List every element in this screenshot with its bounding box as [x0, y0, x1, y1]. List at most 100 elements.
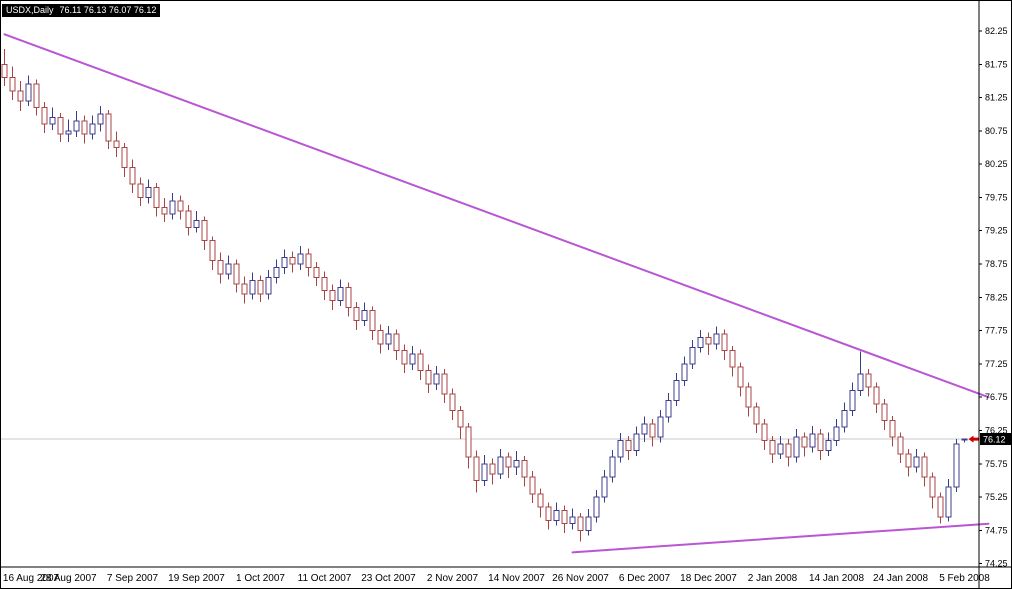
candle-body: [657, 416, 664, 438]
candle-body: [377, 330, 384, 345]
price-axis-label: 78.25: [985, 292, 1008, 302]
candle-body: [809, 433, 816, 448]
candle-body: [417, 353, 424, 372]
candle-body: [137, 183, 144, 198]
candle-body: [897, 436, 904, 455]
candle-body: [65, 130, 72, 135]
candle-body: [761, 423, 768, 441]
candle-body: [833, 426, 840, 441]
candle-body: [513, 459, 520, 468]
candle-body: [369, 310, 376, 332]
candle-body: [273, 266, 280, 278]
arrow-marker-icon[interactable]: [968, 435, 979, 443]
candle-body: [921, 456, 928, 478]
date-axis-label: 18 Dec 2007: [680, 573, 737, 584]
candle-body: [961, 438, 968, 441]
candle-body: [441, 373, 448, 395]
candle-body: [161, 206, 168, 215]
date-axis-label: 19 Sep 2007: [168, 573, 225, 584]
date-axis-label: 14 Nov 2007: [488, 573, 545, 584]
date-axis-label: 5 Feb 2008: [939, 573, 990, 584]
candle-body: [601, 476, 608, 498]
candle-body: [825, 439, 832, 451]
candle-body: [177, 200, 184, 212]
candle-body: [217, 260, 224, 275]
candle-body: [265, 276, 272, 295]
candle-body: [401, 350, 408, 365]
candle-body: [873, 386, 880, 405]
candle-body: [545, 506, 552, 521]
candle-body: [569, 516, 576, 525]
price-axis-label: 79.25: [985, 226, 1008, 236]
candle-body: [777, 443, 784, 455]
price-axis-label: 76.75: [985, 392, 1008, 402]
candle-body: [145, 186, 152, 198]
candle-body: [233, 263, 240, 285]
candle-body: [489, 463, 496, 475]
candle-body: [113, 140, 120, 148]
current-price-marker: [980, 433, 1011, 446]
date-axis-label: 7 Sep 2007: [107, 573, 159, 584]
chart-symbol-period: USDX,Daily: [6, 5, 54, 15]
candle-body: [241, 283, 248, 295]
candle-body: [889, 420, 896, 438]
candle-body: [49, 117, 56, 125]
candle-body: [937, 496, 944, 518]
trendline[interactable]: [3, 33, 990, 399]
date-axis-label: 2 Nov 2007: [427, 573, 479, 584]
candle-body: [409, 353, 416, 365]
candle-body: [641, 423, 648, 435]
candle-body: [537, 493, 544, 508]
candle-body: [57, 117, 64, 135]
date-axis-label: 11 Oct 2007: [298, 573, 352, 584]
candle-body: [593, 496, 600, 518]
candle-body: [121, 146, 128, 168]
candle-body: [737, 366, 744, 388]
price-axis-label: 77.25: [985, 359, 1008, 369]
candle-body: [329, 290, 336, 302]
candle-body: [793, 436, 800, 458]
candle-body: [553, 509, 560, 521]
candle-body: [705, 336, 712, 345]
candle-body: [585, 516, 592, 531]
price-axis-label: 81.25: [985, 93, 1008, 103]
candle-body: [209, 240, 216, 262]
candle-body: [345, 286, 352, 308]
price-axis-label: 80.25: [985, 159, 1008, 169]
trendline[interactable]: [571, 522, 990, 554]
candle-body: [881, 403, 888, 422]
candle-body: [689, 346, 696, 365]
candle-body: [89, 123, 96, 135]
candle-body: [633, 433, 640, 451]
candle-body: [201, 220, 208, 242]
candle-body: [785, 443, 792, 458]
candle-body: [449, 393, 456, 412]
candle-body: [73, 120, 80, 132]
price-axis-label: 81.75: [985, 59, 1008, 69]
candle-body: [841, 410, 848, 428]
candle-body: [225, 263, 232, 275]
candle-body: [697, 336, 704, 348]
candle-body: [865, 373, 872, 388]
chart-ohlc-quote: 76.11 76.13 76.07 76.12: [59, 5, 157, 15]
candle-body: [681, 363, 688, 382]
candle-body: [529, 476, 536, 495]
candle-body: [913, 456, 920, 468]
date-axis-label: 28 Aug 2007: [40, 573, 97, 584]
candle-body: [33, 83, 40, 109]
candle-body: [577, 516, 584, 531]
candle-body: [857, 373, 864, 392]
candle-body: [817, 433, 824, 451]
candle-body: [321, 276, 328, 292]
candle-body: [393, 333, 400, 352]
date-axis-label: 23 Oct 2007: [361, 573, 416, 584]
price-axis-label: 76.25: [985, 425, 1008, 435]
price-axis-label: 82.25: [985, 26, 1008, 36]
candle-body: [673, 380, 680, 402]
candle-body: [505, 456, 512, 468]
candle-body: [609, 456, 616, 478]
price-axis-label: 80.75: [985, 126, 1008, 136]
price-axis-label: 77.75: [985, 326, 1008, 336]
